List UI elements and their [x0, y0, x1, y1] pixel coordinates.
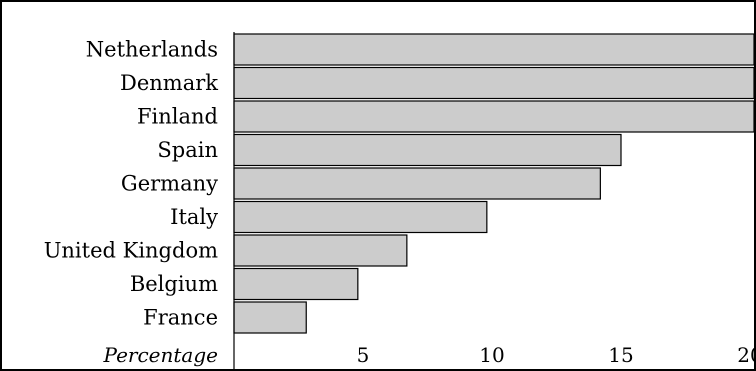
- category-label-finland: Finland: [137, 105, 218, 129]
- category-labels: Netherlands Denmark Finland Spain Germany Ita…: [44, 38, 219, 330]
- bar-denmark: [233, 66, 755, 100]
- x-tick-labels: 510152025303540: [357, 343, 756, 367]
- category-label-belgium: Belgium: [130, 272, 218, 296]
- bar-italy: [233, 200, 488, 234]
- bar-belgium: [233, 267, 359, 301]
- bar-finland: [233, 100, 755, 133]
- bar-netherlands: [233, 33, 755, 66]
- category-label-italy: Italy: [170, 205, 218, 229]
- x-tick-label: 10: [479, 343, 504, 367]
- x-tick-label: 20: [737, 343, 756, 367]
- bar-france: [233, 301, 307, 334]
- x-tick-label: 5: [357, 343, 370, 367]
- category-label-netherlands: Netherlands: [86, 38, 218, 62]
- category-label-spain: Spain: [157, 138, 218, 162]
- category-label-france: France: [143, 306, 218, 330]
- category-label-united-kingdom: United Kingdom: [44, 239, 218, 263]
- bar-germany: [233, 167, 601, 200]
- x-axis-label: Percentage: [103, 343, 218, 367]
- category-label-denmark: Denmark: [120, 71, 218, 95]
- bar-spain: [233, 133, 622, 167]
- category-label-germany: Germany: [121, 172, 218, 196]
- bars: [233, 33, 755, 334]
- x-tick-label: 15: [608, 343, 633, 367]
- bar-united-kingdom: [233, 234, 408, 267]
